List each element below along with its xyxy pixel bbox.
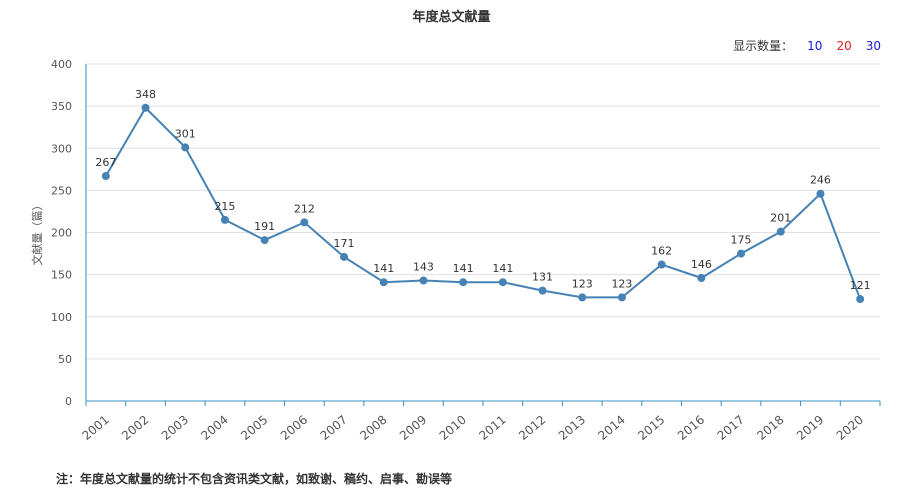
data-point: [816, 189, 825, 198]
y-tick-label: 250: [51, 184, 72, 197]
x-tick-label: 2010: [437, 413, 469, 443]
y-tick-label: 300: [51, 142, 72, 155]
x-tick-label: 2009: [397, 413, 429, 443]
data-label: 121: [850, 279, 871, 292]
display-count-label: 显示数量：: [733, 39, 794, 53]
data-label: 162: [651, 245, 672, 258]
data-label: 123: [611, 277, 632, 290]
x-tick-label: 2001: [79, 413, 111, 443]
x-tick-label: 2005: [238, 413, 270, 443]
data-label: 141: [373, 262, 394, 275]
data-label: 143: [413, 261, 434, 274]
x-tick-label: 2003: [159, 413, 191, 443]
x-tick-label: 2017: [715, 413, 747, 443]
data-label: 171: [334, 237, 355, 250]
data-point: [181, 143, 190, 152]
chart-title: 年度总文献量: [412, 10, 491, 25]
data-point: [459, 278, 468, 287]
x-tick-label: 2008: [357, 413, 389, 443]
x-tick-label: 2012: [516, 413, 548, 443]
data-point: [657, 260, 666, 269]
y-tick-label: 150: [51, 269, 72, 282]
data-point: [260, 236, 269, 245]
y-axis-title: 文献量（篇）: [30, 200, 44, 266]
data-point: [856, 295, 865, 304]
data-label: 201: [770, 212, 791, 225]
x-tick-label: 2002: [119, 413, 151, 443]
x-tick-label: 2015: [635, 413, 667, 443]
data-label: 141: [453, 262, 474, 275]
x-tick-label: 2019: [794, 413, 826, 443]
data-label: 246: [810, 174, 831, 187]
display-count-controls: 显示数量： 10 20 30: [733, 37, 881, 54]
data-label: 146: [691, 258, 712, 271]
x-tick-label: 2011: [476, 413, 508, 443]
data-label: 191: [254, 220, 275, 233]
x-tick-label: 2020: [834, 413, 866, 443]
data-point: [300, 218, 309, 227]
x-tick-label: 2016: [675, 413, 707, 443]
series-line: [104, 106, 862, 300]
x-tick-label: 2004: [198, 413, 230, 443]
display-count-option-30[interactable]: 30: [865, 38, 881, 53]
y-tick-label: 350: [51, 100, 72, 113]
data-point: [498, 278, 507, 287]
data-point: [697, 273, 706, 282]
data-point: [220, 215, 229, 224]
display-count-option-20[interactable]: 20: [836, 38, 852, 53]
data-point: [101, 172, 110, 181]
data-point: [737, 249, 746, 258]
data-label: 267: [95, 156, 116, 169]
y-tick-label: 0: [65, 395, 72, 408]
data-point: [776, 227, 785, 236]
data-label: 131: [532, 271, 553, 284]
data-label: 301: [175, 127, 196, 140]
y-tick-label: 200: [51, 227, 72, 240]
data-point: [340, 252, 349, 261]
y-tick-label: 100: [51, 311, 72, 324]
y-tick-label: 50: [58, 353, 72, 366]
x-tick-label: 2006: [278, 413, 310, 443]
y-tick-label: 400: [51, 58, 72, 71]
data-point: [141, 103, 150, 112]
data-point: [379, 278, 388, 287]
data-label: 212: [294, 202, 315, 215]
data-label: 175: [731, 234, 752, 247]
x-tick-label: 2014: [595, 413, 627, 443]
data-label: 215: [214, 200, 235, 213]
data-point: [617, 293, 626, 302]
data-point: [538, 286, 547, 295]
x-tick-label: 2018: [754, 413, 786, 443]
display-count-option-10[interactable]: 10: [807, 38, 823, 53]
data-label: 348: [135, 88, 156, 101]
footnote: 注：年度总文献量的统计不包含资讯类文献，如致谢、稿约、启事、勘误等: [56, 472, 453, 486]
data-point: [419, 276, 428, 285]
x-tick-label: 2013: [556, 413, 588, 443]
data-point: [578, 293, 587, 302]
data-label: 123: [572, 277, 593, 290]
x-tick-label: 2007: [318, 413, 350, 443]
data-label: 141: [492, 262, 513, 275]
